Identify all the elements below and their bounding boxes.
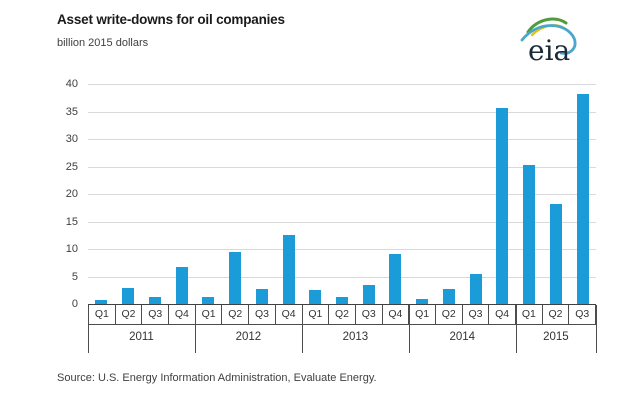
quarter-cell: Q3 <box>355 305 383 325</box>
gridline <box>88 221 596 223</box>
bar <box>496 107 509 304</box>
year-separator <box>88 305 89 353</box>
quarter-cell: Q2 <box>329 305 356 325</box>
gridline <box>88 111 596 113</box>
year-label: 2012 <box>235 331 262 343</box>
quarter-cell: Q4 <box>169 305 196 325</box>
gridline <box>88 166 596 168</box>
quarter-cell: Q1 <box>516 305 543 325</box>
eia-logo-icon: eia <box>520 17 577 67</box>
year-label: 2013 <box>342 331 369 343</box>
bar-slot <box>115 84 142 304</box>
quarter-cell: Q2 <box>115 305 143 325</box>
bar <box>309 290 322 304</box>
y-tick-label: 0 <box>71 298 78 310</box>
bar <box>175 266 188 304</box>
quarter-cell: Q1 <box>302 305 330 325</box>
bar-slot <box>329 84 356 304</box>
chart-units-subtitle: billion 2015 dollars <box>57 37 149 49</box>
bar <box>523 165 536 304</box>
bar <box>576 93 589 304</box>
source-note: Source: U.S. Energy Information Administ… <box>57 372 377 384</box>
year-label: 2011 <box>129 331 154 343</box>
bar <box>549 204 562 304</box>
bar <box>389 253 402 304</box>
bar-series <box>88 84 596 304</box>
y-tick-label: 20 <box>65 188 78 200</box>
bar-slot <box>489 84 516 304</box>
bar <box>442 288 455 304</box>
bar-slot <box>141 84 168 304</box>
year-label: 2014 <box>449 331 476 343</box>
plot-area <box>88 84 596 305</box>
quarter-cell: Q1 <box>88 305 116 325</box>
gridline <box>88 276 596 278</box>
bar <box>229 251 242 304</box>
chart-title: Asset write-downs for oil companies <box>57 12 285 27</box>
y-tick-label: 40 <box>65 78 78 90</box>
bar <box>202 297 215 304</box>
year-separator <box>515 305 517 353</box>
eia-logo-word: eia <box>528 34 570 67</box>
bar <box>148 297 161 304</box>
bar <box>469 274 482 304</box>
quarter-cell: Q3 <box>462 305 490 325</box>
y-tick-label: 15 <box>65 215 78 228</box>
bar-slot <box>542 84 569 304</box>
gridline <box>88 139 596 140</box>
year-label: 2015 <box>543 331 569 343</box>
quarter-cell: Q2 <box>542 305 570 325</box>
quarter-cell: Q1 <box>409 305 436 325</box>
year-separator <box>194 305 196 353</box>
y-axis: 0 5 10 15 20 25 30 35 40 <box>38 78 78 310</box>
bar-slot <box>409 84 436 304</box>
year-separator <box>596 305 597 353</box>
quarter-cell: Q1 <box>195 305 223 325</box>
quarter-cell: Q2 <box>222 305 250 325</box>
gridline <box>88 84 596 85</box>
x-axis-quarter-strip: Q1 Q2 Q3 Q4 Q1 Q2 Q3 Q4 Q1 Q2 Q3 Q4 Q1 Q2 Q3 Q4 Q1 Q2 Q3 <box>88 305 597 325</box>
eia-logo-blue-swoosh <box>520 24 577 55</box>
quarter-cell: Q2 <box>435 305 463 325</box>
y-tick-label: 5 <box>71 270 78 283</box>
bar-slot <box>462 84 489 304</box>
bar-slot <box>275 84 302 304</box>
bar <box>362 285 375 304</box>
x-axis-year-strip: 2011 2012 2013 2014 2015 <box>88 305 597 355</box>
quarter-cell: Q3 <box>249 305 276 325</box>
bar-slot <box>302 84 329 304</box>
gridline <box>88 249 596 250</box>
bar <box>255 288 268 304</box>
bar-slot <box>569 84 596 304</box>
quarter-cell: Q3 <box>142 305 170 325</box>
bar-slot <box>355 84 382 304</box>
bar <box>122 287 135 304</box>
bar <box>95 299 108 304</box>
eia-logo-green-swoosh <box>526 17 568 34</box>
bar-slot <box>382 84 409 304</box>
year-separator <box>301 305 303 353</box>
y-tick-label: 10 <box>65 243 78 255</box>
bar-slot <box>436 84 463 304</box>
quarter-cell: Q4 <box>275 305 303 325</box>
bar-slot <box>88 84 115 304</box>
bar-slot <box>248 84 275 304</box>
y-tick-label: 30 <box>65 133 78 145</box>
bar <box>282 235 295 304</box>
y-tick-label: 35 <box>65 105 78 118</box>
quarter-cell: Q3 <box>569 305 597 325</box>
quarter-cell: Q4 <box>489 305 516 325</box>
quarter-cell: Q4 <box>382 305 410 325</box>
bar <box>335 297 348 304</box>
bar-slot <box>516 84 543 304</box>
y-tick-label: 25 <box>65 160 78 173</box>
bar-slot <box>168 84 195 304</box>
year-separator <box>408 305 410 353</box>
gridline <box>88 194 596 195</box>
bar-slot <box>222 84 249 304</box>
bar <box>416 298 429 304</box>
bar-slot <box>195 84 222 304</box>
